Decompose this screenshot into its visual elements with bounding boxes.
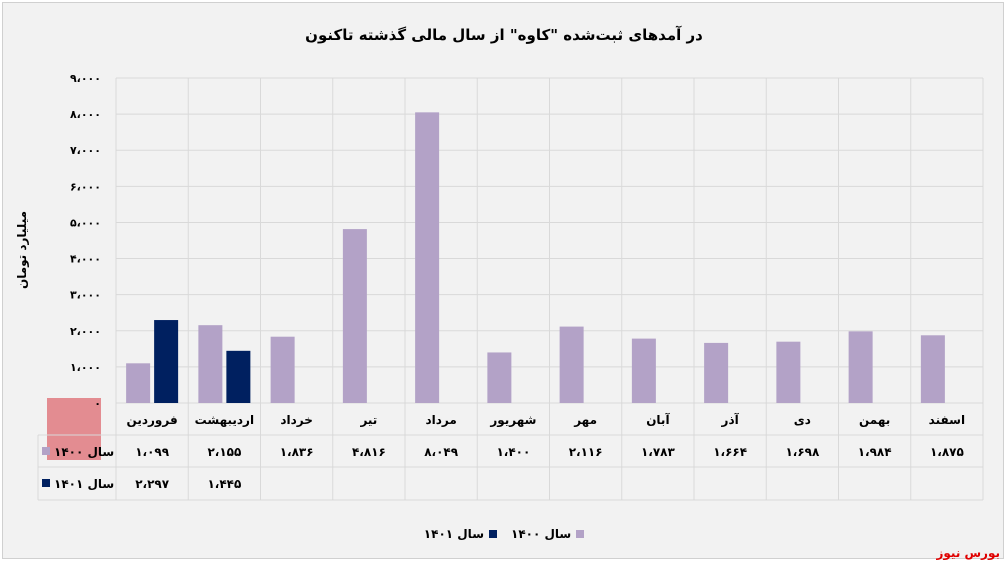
category-label: بهمن (859, 413, 890, 427)
legend-item-1400: سال ۱۴۰۰ (511, 527, 585, 541)
bar-1401 (226, 350, 251, 403)
y-tick-label: ۸،۰۰۰ (70, 108, 101, 121)
y-tick-label: ۱،۰۰۰ (70, 361, 101, 374)
legend-item-1401: سال ۱۴۰۱ (424, 527, 497, 541)
bar-1400 (126, 363, 151, 403)
category-label: مهر (573, 413, 597, 427)
series-row-label: سال ۱۴۰۱ (54, 477, 114, 491)
bar-1400 (848, 331, 873, 403)
bar-1400 (776, 341, 801, 403)
y-tick-label: ۶،۰۰۰ (70, 180, 101, 193)
chart-title: در آمدهای ثبت‌شده "کاوه" از سال مالی گذش… (305, 26, 703, 44)
category-label: آذر (721, 412, 740, 427)
y-tick-label: ۰ (94, 397, 101, 410)
table-value: ۱،۶۶۴ (713, 445, 747, 459)
series-row-label: سال ۱۴۰۰ (54, 445, 114, 459)
table-value: ۱،۹۸۴ (858, 445, 892, 459)
category-label: تیر (359, 413, 377, 427)
bar-1400 (920, 335, 945, 403)
legend-swatch (576, 530, 585, 538)
table-value: ۲،۱۵۵ (207, 445, 241, 459)
bar-1400 (270, 336, 295, 403)
category-label: دی (794, 413, 811, 427)
table-value: ۱،۰۹۹ (135, 445, 170, 459)
y-tick-label: ۵،۰۰۰ (70, 216, 101, 229)
table-legend-swatch (42, 479, 50, 487)
y-tick-label: ۷،۰۰۰ (70, 144, 101, 157)
bar-1400 (487, 352, 512, 403)
bar-1400 (342, 229, 367, 403)
bar-1400 (198, 325, 223, 403)
table-value: ۲،۲۹۷ (135, 477, 170, 491)
y-tick-label: ۳،۰۰۰ (70, 289, 101, 302)
y-tick-label: ۲،۰۰۰ (70, 325, 101, 338)
category-label: خرداد (280, 413, 313, 427)
table-value: ۱،۷۸۳ (641, 445, 676, 459)
table-value: ۸،۰۴۹ (424, 445, 459, 459)
table-value: ۲،۱۱۶ (569, 445, 603, 459)
bar-1400 (631, 338, 656, 403)
legend-swatch (489, 530, 497, 538)
table-value: ۱،۴۴۵ (207, 477, 241, 491)
y-tick-label: ۹،۰۰۰ (70, 72, 101, 85)
watermark-logo (47, 398, 101, 460)
legend-label: سال ۱۴۰۰ (511, 527, 572, 541)
bar-1400 (704, 342, 729, 403)
table-value: ۱،۸۷۵ (930, 445, 964, 459)
category-label: فروردین (127, 413, 178, 428)
table-value: ۱،۸۳۶ (280, 445, 314, 459)
category-label: اردیبهشت (195, 413, 254, 427)
chart-area (2, 2, 1004, 559)
table-value: ۱،۴۰۰ (496, 445, 530, 459)
category-label: اسفند (929, 413, 965, 427)
bar-1400 (559, 326, 584, 403)
y-tick-label: ۴،۰۰۰ (70, 253, 101, 266)
category-label: مرداد (425, 413, 456, 427)
category-label: آبان (646, 412, 670, 427)
bar-1401 (154, 320, 179, 403)
table-value: ۴،۸۱۶ (352, 445, 386, 459)
category-label: شهریور (489, 413, 536, 428)
legend-label: سال ۱۴۰۱ (423, 527, 484, 541)
table-legend-swatch (42, 447, 50, 455)
table-value: ۱،۶۹۸ (785, 445, 820, 459)
bar-1400 (415, 112, 440, 403)
brand-label: بورس نیوز (936, 546, 1000, 560)
legend: سال ۱۴۰۰ سال ۱۴۰۱ (0, 527, 1008, 541)
